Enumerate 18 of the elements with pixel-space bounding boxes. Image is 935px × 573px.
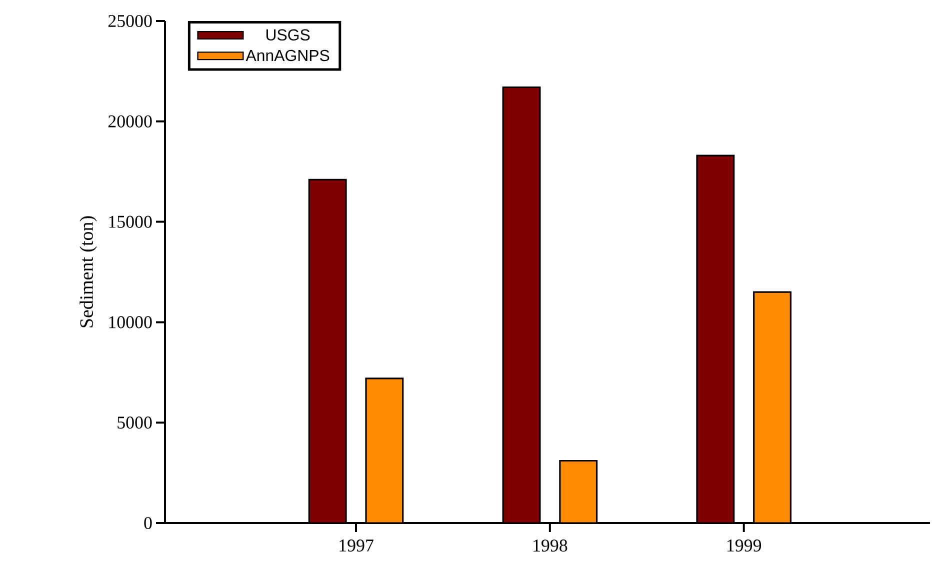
bar: [753, 291, 792, 523]
y-tick-label: 10000: [109, 316, 152, 328]
bar: [696, 154, 735, 523]
x-tick-label: 1999: [727, 540, 762, 552]
legend-label: USGS: [266, 29, 310, 41]
bar: [308, 178, 347, 523]
y-tick-label: 25000: [108, 14, 152, 28]
bar: [365, 378, 404, 523]
y-axis-title: Sediment (ton): [80, 216, 97, 328]
x-tick-label: 1997: [340, 540, 374, 552]
y-tick-label: 15000: [109, 216, 152, 228]
bar: [559, 460, 598, 523]
x-tick-label: 1998: [534, 540, 568, 552]
y-tick-label: 20000: [108, 115, 152, 128]
y-tick-label: 0: [144, 516, 152, 530]
y-tick-label: 5000: [118, 416, 152, 429]
bar: [502, 86, 541, 523]
legend-label: AnnAGNPS: [246, 50, 330, 62]
